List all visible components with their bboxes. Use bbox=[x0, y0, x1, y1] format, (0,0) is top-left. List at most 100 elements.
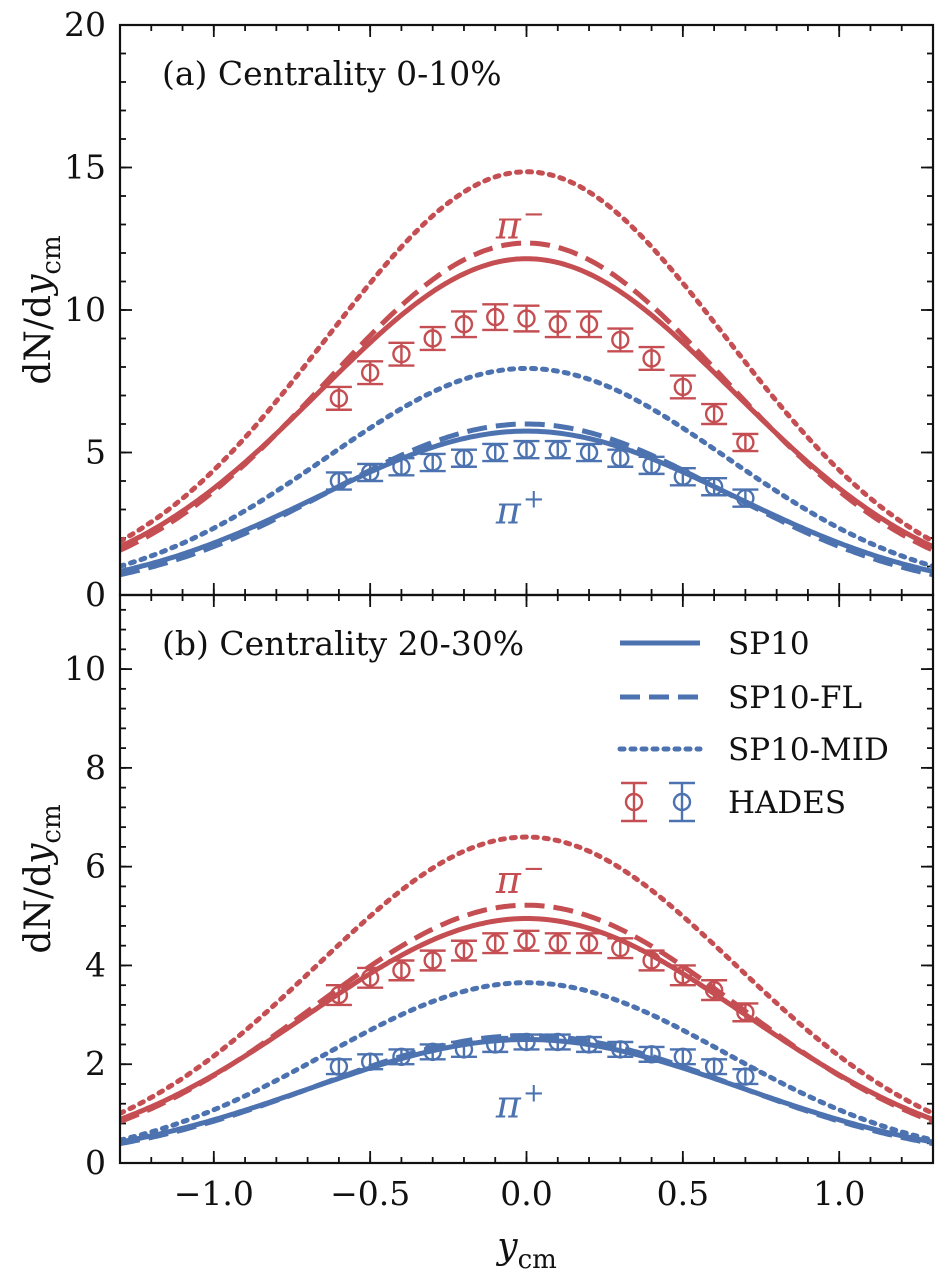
hades-point-pi-minus bbox=[544, 932, 571, 955]
hades-point-pi-minus bbox=[701, 402, 728, 426]
panel-a: 0 5 10 15 20 π− π+ (a) Centrality 0-10% dN/dycm bbox=[18, 5, 935, 614]
legend-item-sp10-mid: SP10-MID bbox=[617, 732, 889, 768]
hades-point-pi-minus bbox=[732, 432, 759, 453]
y-tick-label: 4 bbox=[85, 945, 106, 984]
hades-point-pi-plus bbox=[482, 442, 509, 463]
hades-point-pi-plus bbox=[325, 471, 352, 491]
panel-label: (b) Centrality 20-30% bbox=[162, 624, 524, 663]
hades-point-pi-minus bbox=[701, 979, 728, 1002]
legend-label: SP10-FL bbox=[728, 680, 862, 716]
hades-point-pi-minus bbox=[450, 310, 477, 339]
hades-point-pi-minus bbox=[638, 345, 665, 372]
y-tick-label: 8 bbox=[85, 748, 106, 787]
sp10-mid-curve-pi-plus bbox=[120, 980, 933, 1143]
hades-point-pi-minus bbox=[669, 964, 696, 987]
y-tick-label: 0 bbox=[85, 1143, 106, 1182]
legend-label: SP10 bbox=[728, 626, 810, 662]
hades-point-pi-plus bbox=[638, 455, 665, 476]
hades-point-pi-minus bbox=[482, 932, 509, 955]
hades-point-pi-minus bbox=[482, 303, 509, 332]
y-tick-label: 10 bbox=[64, 290, 106, 329]
hades-point-pi-plus bbox=[388, 1047, 415, 1067]
x-tick-label: −1.0 bbox=[174, 1174, 254, 1213]
model-curves bbox=[120, 169, 933, 578]
species-label-pi-plus: π+ bbox=[495, 1079, 545, 1127]
sp10-mid-curve-pi-minus bbox=[120, 169, 933, 544]
hades-point-pi-plus bbox=[513, 439, 540, 460]
hades-point-pi-minus bbox=[325, 983, 352, 1007]
legend-item-sp10: SP10 bbox=[620, 626, 810, 662]
hades-point-pi-minus bbox=[419, 325, 446, 352]
svg-text:ycm: ycm bbox=[495, 1226, 557, 1275]
hades-point-pi-plus bbox=[450, 448, 477, 468]
legend-item-hades: HADES bbox=[621, 781, 846, 823]
hades-point-pi-plus bbox=[357, 1052, 384, 1071]
hades-point-pi-minus bbox=[732, 1002, 759, 1023]
sp10-curve-pi-minus bbox=[120, 256, 933, 549]
species-label-pi-plus: π+ bbox=[495, 485, 545, 533]
y-tick-label: 20 bbox=[64, 5, 106, 44]
plot-frame bbox=[118, 593, 935, 1165]
hades-point-pi-plus bbox=[732, 1067, 759, 1086]
y-tick-label: 6 bbox=[85, 847, 106, 886]
hades-point-pi-plus bbox=[450, 1040, 477, 1059]
hades-point-pi-minus bbox=[638, 949, 665, 972]
hades-point-pi-minus bbox=[419, 949, 446, 972]
hades-point-pi-plus bbox=[325, 1057, 352, 1076]
y-tick-label: 2 bbox=[85, 1044, 106, 1083]
hades-point-pi-plus bbox=[701, 476, 728, 497]
y-axis-title: dN/dycm bbox=[18, 235, 67, 384]
hades-point-pi-plus bbox=[544, 1032, 571, 1052]
hades-point-pi-plus bbox=[576, 1035, 603, 1054]
x-tick-label: 1.0 bbox=[813, 1174, 865, 1213]
legend-label: SP10-MID bbox=[728, 732, 889, 768]
sp10-mid-curve-pi-plus bbox=[120, 365, 933, 569]
hades-point-pi-plus bbox=[388, 457, 415, 477]
y-axis-title: dN/dycm bbox=[18, 804, 67, 953]
x-tick-label: −0.5 bbox=[330, 1174, 410, 1213]
x-axis-label-sub: cm bbox=[518, 1245, 557, 1275]
hades-point-pi-minus bbox=[357, 966, 384, 989]
hades-point-pi-minus bbox=[357, 360, 384, 386]
hades-point-pi-plus bbox=[513, 1032, 540, 1052]
hades-point-pi-minus bbox=[325, 385, 352, 411]
x-axis-title: ycm −1.0 −0.5 0.0 0.5 1.0 bbox=[174, 1174, 866, 1275]
hades-point-pi-plus bbox=[607, 1040, 634, 1059]
panel-label: (a) Centrality 0-10% bbox=[162, 54, 502, 93]
hades-point-pi-minus bbox=[576, 932, 603, 955]
sp10-fl-curve-pi-minus bbox=[120, 902, 933, 1124]
hades-point-pi-plus bbox=[638, 1045, 665, 1064]
sp10-mid-curve-pi-minus bbox=[120, 834, 933, 1116]
sp10-fl-curve-pi-plus bbox=[120, 421, 933, 578]
legend-item-sp10-fl: SP10-FL bbox=[620, 680, 862, 716]
y-tick-label: 10 bbox=[64, 649, 106, 688]
hades-point-pi-minus bbox=[388, 959, 415, 982]
hades-point-pi-plus bbox=[419, 452, 446, 473]
hades-point-pi-minus bbox=[607, 937, 634, 960]
panel-b: 0 2 4 6 8 10 π− π+ (b) Centrality 20-30% dN/dycm bbox=[18, 593, 935, 1182]
species-label-pi-minus: π− bbox=[495, 854, 545, 902]
hades-point-pi-minus bbox=[513, 304, 540, 333]
hades-point-pi-plus bbox=[701, 1057, 728, 1076]
x-tick-label: 0.5 bbox=[657, 1174, 709, 1213]
x-axis-label-main: y bbox=[495, 1226, 518, 1267]
y-tick-label: 0 bbox=[85, 575, 106, 614]
hades-point-pi-plus bbox=[419, 1042, 446, 1062]
x-tick-label: 0.0 bbox=[500, 1174, 552, 1213]
y-tick-label: 15 bbox=[64, 148, 106, 187]
hades-point-pi-minus bbox=[576, 310, 603, 339]
hades-point-pi-minus bbox=[388, 341, 415, 367]
species-label-pi-minus: π− bbox=[495, 200, 545, 248]
hades-point-pi-plus bbox=[732, 488, 759, 508]
hades-point-pi-plus bbox=[482, 1035, 509, 1054]
hades-point-pi-minus bbox=[450, 939, 477, 962]
hades-point-pi-minus bbox=[607, 327, 634, 353]
hades-point-pi-plus bbox=[607, 448, 634, 468]
legend-label: HADES bbox=[728, 785, 846, 821]
hades-point-pi-plus bbox=[576, 442, 603, 463]
hades-point-pi-plus bbox=[544, 439, 571, 460]
hades-point-pi-minus bbox=[544, 310, 571, 339]
hades-point-pi-minus bbox=[513, 929, 540, 952]
hades-point-pi-plus bbox=[357, 462, 384, 483]
